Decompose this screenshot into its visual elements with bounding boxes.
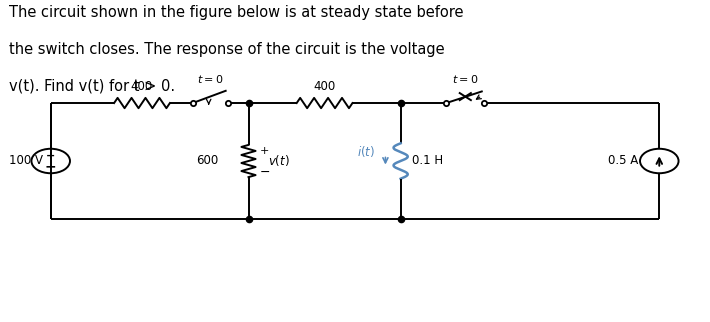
Text: +: + xyxy=(260,146,269,156)
Text: −: − xyxy=(45,159,57,174)
Text: v(t). Find v(t) for t > 0.: v(t). Find v(t) for t > 0. xyxy=(9,79,175,94)
Text: 600: 600 xyxy=(196,155,218,167)
Text: $t = 0$: $t = 0$ xyxy=(197,73,224,85)
Text: +: + xyxy=(46,151,55,162)
Text: 400: 400 xyxy=(313,80,336,93)
Text: 100 V: 100 V xyxy=(9,155,43,167)
Text: $v(t)$: $v(t)$ xyxy=(268,154,290,168)
Text: The circuit shown in the figure below is at steady state before: The circuit shown in the figure below is… xyxy=(9,5,464,20)
Text: the switch closes. The response of the circuit is the voltage: the switch closes. The response of the c… xyxy=(9,42,445,57)
Text: −: − xyxy=(260,166,271,179)
Text: 400: 400 xyxy=(131,80,153,93)
Text: 0.5 A: 0.5 A xyxy=(608,155,638,167)
Text: 0.1 H: 0.1 H xyxy=(412,155,443,167)
Text: $i(t)$: $i(t)$ xyxy=(357,145,376,159)
Text: $t = 0$: $t = 0$ xyxy=(452,73,479,85)
